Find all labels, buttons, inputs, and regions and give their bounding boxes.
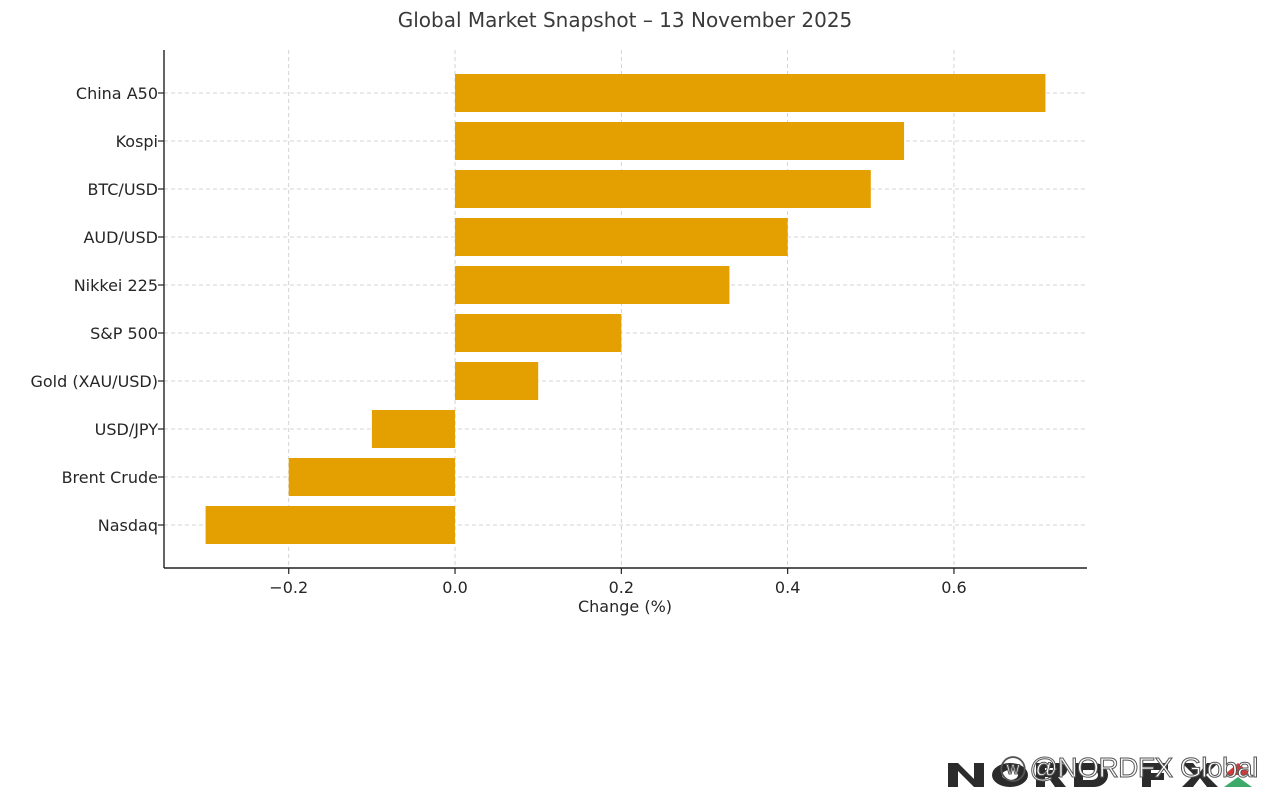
bar [288, 458, 456, 496]
y-tick-label: AUD/USD [83, 228, 158, 247]
bar [455, 266, 730, 304]
x-tick-label: 0.4 [775, 578, 800, 597]
y-tick-label: Kospi [116, 132, 158, 151]
bar [371, 410, 456, 448]
nordfx-logo [948, 763, 1252, 787]
bar [455, 74, 1046, 112]
bars [205, 74, 1046, 544]
bar [455, 218, 788, 256]
x-tick-label: 0.0 [442, 578, 467, 597]
y-tick-label: Nikkei 225 [74, 276, 158, 295]
axes: −0.2 0.0 0.2 0.4 0.6 China A50 Kospi BTC/USD AUD… [30, 50, 1087, 597]
x-tick-label: 0.6 [941, 578, 966, 597]
y-tick-label: Gold (XAU/USD) [30, 372, 158, 391]
x-tick-label: 0.2 [609, 578, 634, 597]
watermark: ⓦ @NORDFX Global [1000, 748, 1259, 788]
weibo-icon: ⓦ [1000, 754, 1027, 785]
watermark-text: @NORDFX Global [1029, 752, 1259, 784]
y-tick-label: Nasdaq [98, 516, 158, 535]
y-tick-label: USD/JPY [95, 420, 159, 439]
y-tick-label: China A50 [76, 84, 158, 103]
y-tick-label: BTC/USD [87, 180, 158, 199]
bar [455, 314, 622, 352]
chart-title: Global Market Snapshot – 13 November 202… [398, 8, 853, 32]
bar [455, 170, 871, 208]
bar [455, 122, 905, 160]
x-axis-title: Change (%) [578, 597, 672, 616]
bar [205, 506, 456, 544]
x-tick-label: −0.2 [269, 578, 308, 597]
y-tick-label: S&P 500 [90, 324, 158, 343]
y-tick-label: Brent Crude [62, 468, 158, 487]
bar [455, 362, 539, 400]
